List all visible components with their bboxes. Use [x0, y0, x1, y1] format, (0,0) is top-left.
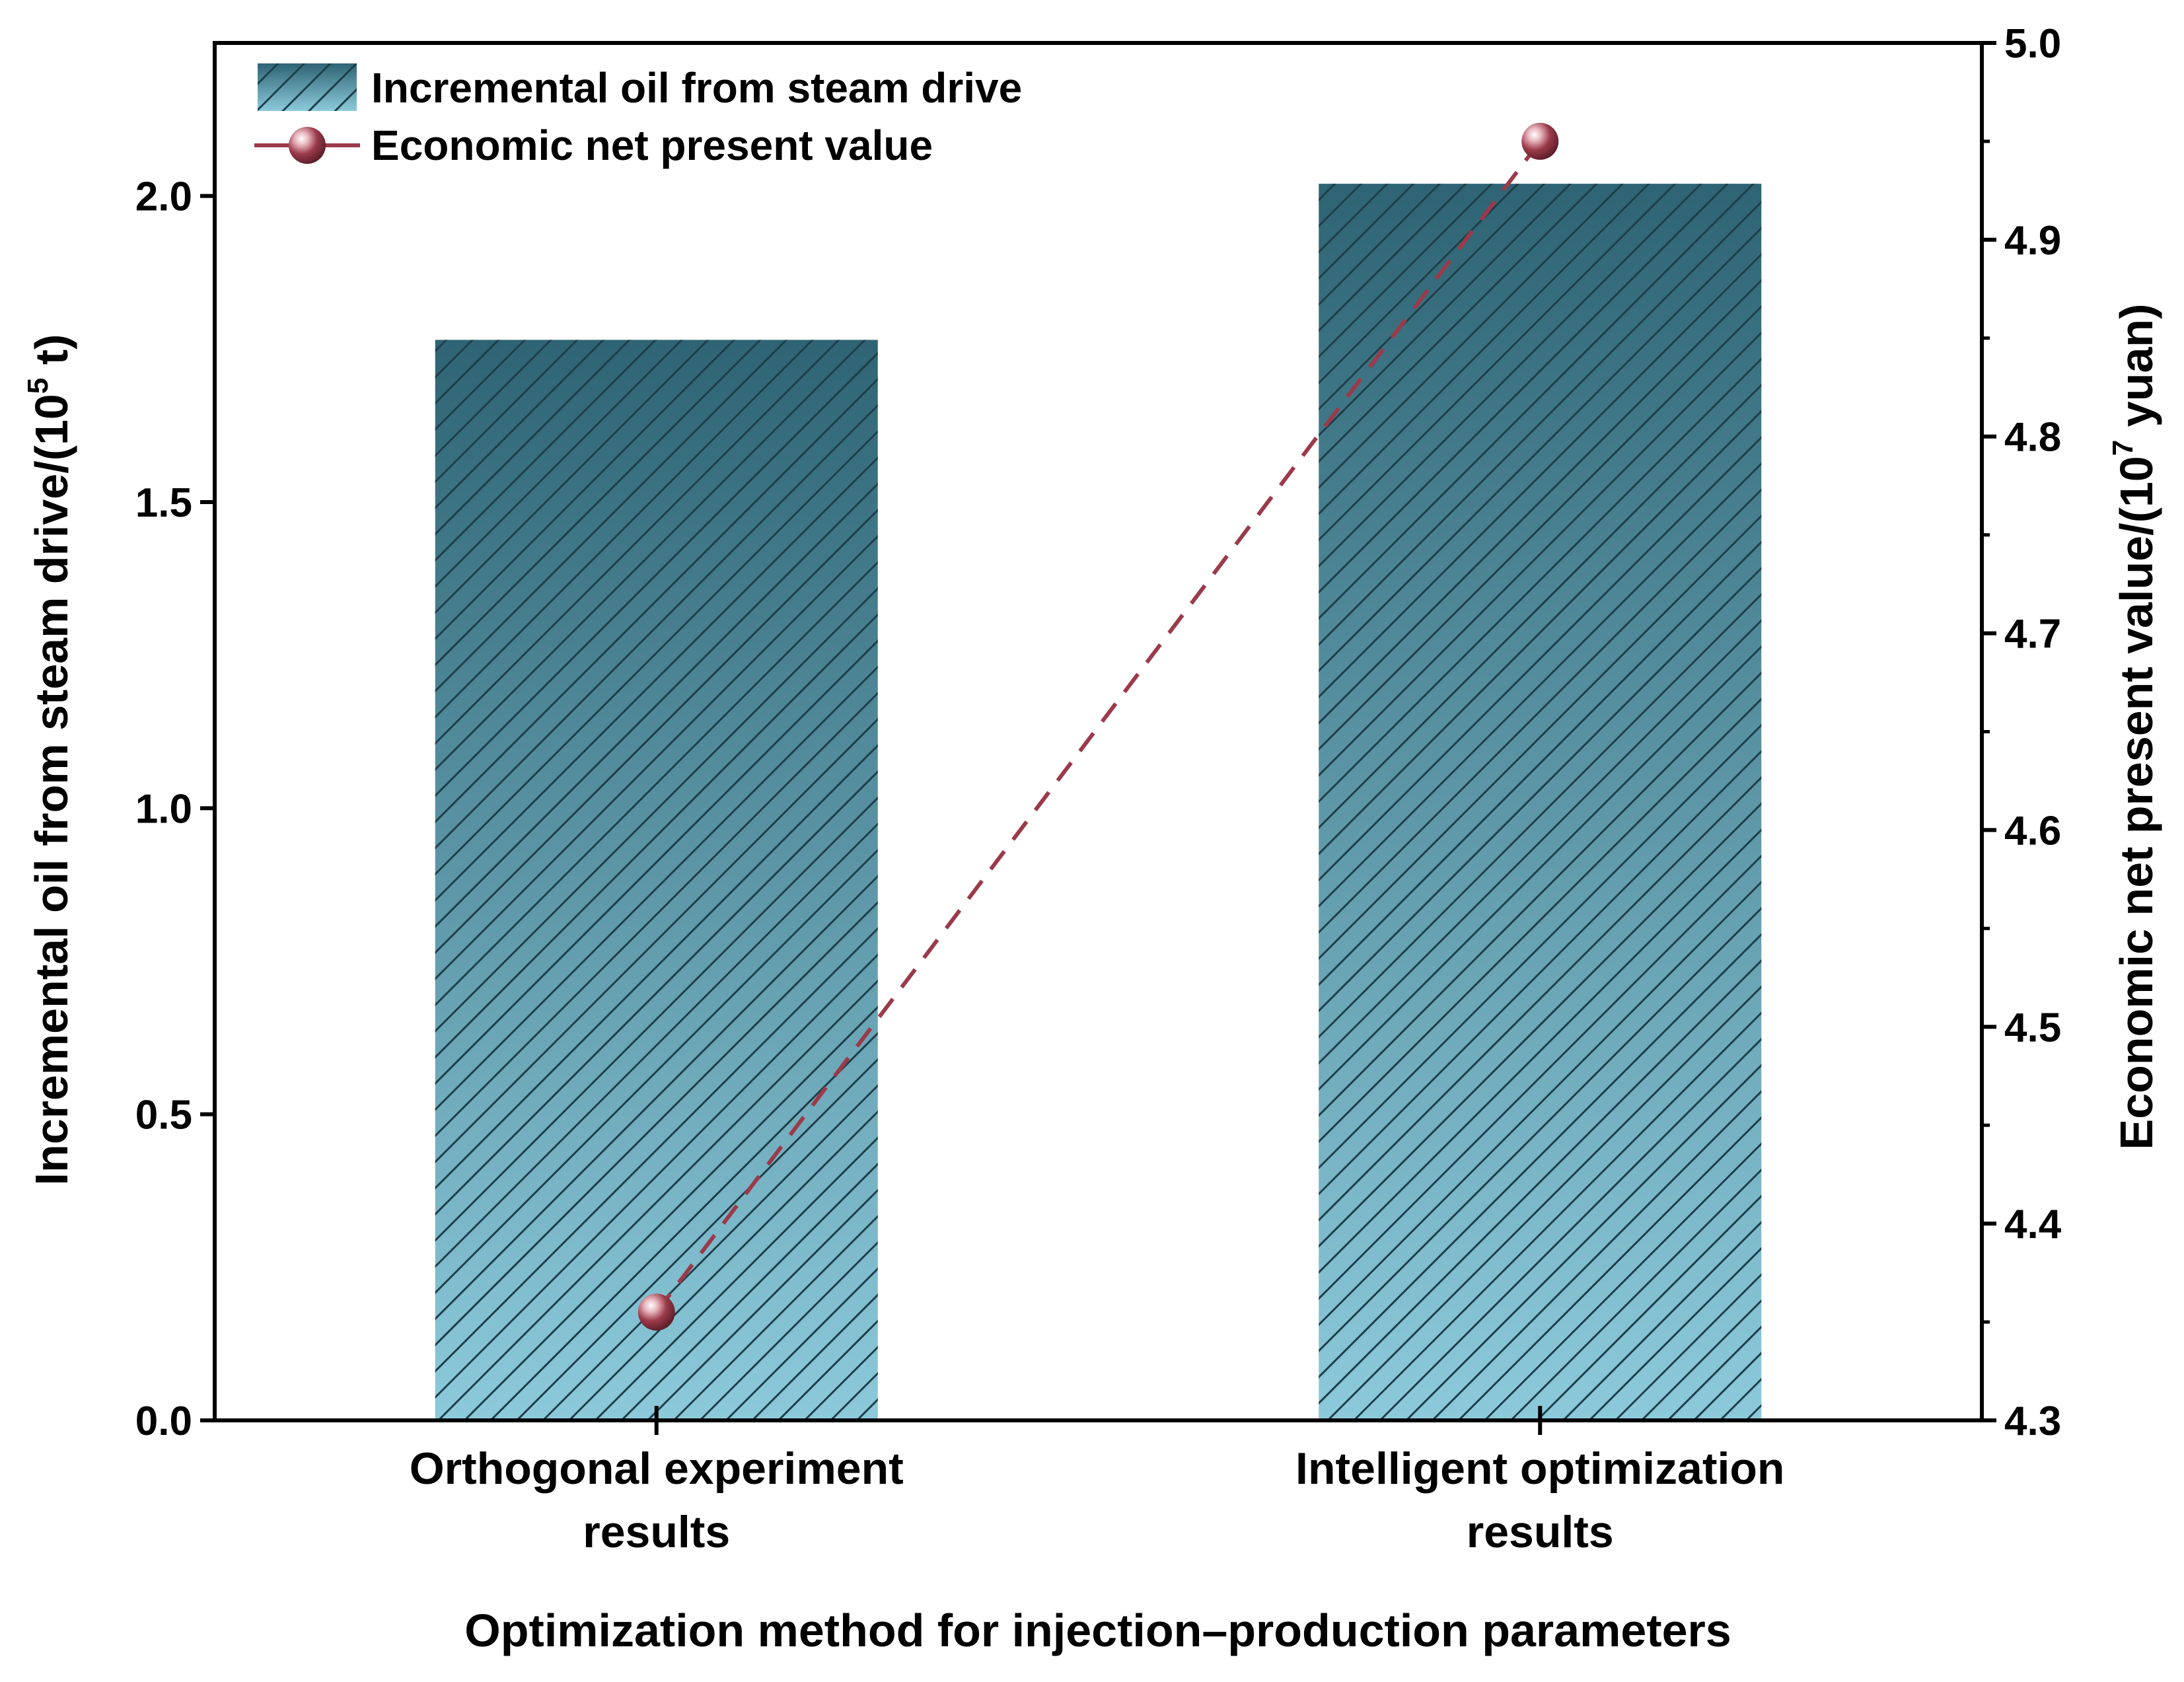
y-left-title-main: Incremental oil from steam drive/(10 [26, 394, 77, 1185]
legend-line-label: Economic net present value [371, 122, 933, 169]
y-axis-left-title: Incremental oil from steam drive/(105 t) [22, 334, 77, 1186]
x-category-label-2-line-2: results [1467, 1507, 1614, 1557]
y-right-tick-label-8: 5.0 [2004, 21, 2061, 67]
y-right-tick-label-1: 4.3 [2004, 1399, 2061, 1444]
y-left-tick-label-4: 1.5 [135, 480, 192, 526]
x-category-label-1-line-2: results [583, 1507, 730, 1557]
x-category-label-2-line-1: Intelligent optimization [1295, 1444, 1784, 1494]
y-left-title-end: t) [26, 334, 77, 378]
y-right-tick-label-5: 4.7 [2004, 612, 2061, 657]
dual-axis-chart: 0.0 0.5 1.0 1.5 2.0 4.3 4.4 4.5 4.6 4.7 4.8 4.9 5.0 O… [0, 0, 2184, 1682]
legend-line-marker [289, 127, 326, 164]
y-left-title-sup: 5 [22, 378, 54, 394]
y-right-tick-label-4: 4.6 [2004, 808, 2061, 854]
legend: Incremental oil from steam drive Economi… [254, 63, 1022, 169]
plot-area: 0.0 0.5 1.0 1.5 2.0 4.3 4.4 4.5 4.6 4.7 4.8 4.9 5.0 O… [135, 21, 2062, 1557]
y-right-title-main: Economic net present value/(10 [2111, 456, 2162, 1150]
y-left-tick-label-5: 2.0 [135, 174, 192, 220]
legend-bar-swatch-hatch [258, 63, 357, 111]
y-left-tick-label-2: 0.5 [135, 1093, 192, 1138]
y-right-title-sup: 7 [2107, 440, 2139, 456]
npv-point-1 [638, 1294, 675, 1331]
y-left-tick-label-3: 1.0 [135, 786, 192, 832]
y-axis-right-title: Economic net present value/(107 yuan) [2107, 304, 2162, 1150]
y-right-tick-label-6: 4.8 [2004, 415, 2061, 460]
y-left-tick-label-1: 0.0 [135, 1399, 192, 1444]
legend-bar-label: Incremental oil from steam drive [371, 64, 1022, 112]
x-category-label-1-line-1: Orthogonal experiment [410, 1444, 904, 1494]
y-right-title-end: yuan) [2111, 304, 2162, 440]
y-right-tick-label-7: 4.9 [2004, 218, 2061, 264]
y-right-tick-label-3: 4.5 [2004, 1005, 2061, 1050]
bar-hatch-1 [435, 340, 878, 1420]
npv-point-2 [1521, 123, 1558, 160]
y-right-tick-label-2: 4.4 [2004, 1202, 2062, 1247]
x-axis-title: Optimization method for injection–produc… [464, 1605, 1731, 1656]
bar-hatch-2 [1319, 184, 1761, 1420]
